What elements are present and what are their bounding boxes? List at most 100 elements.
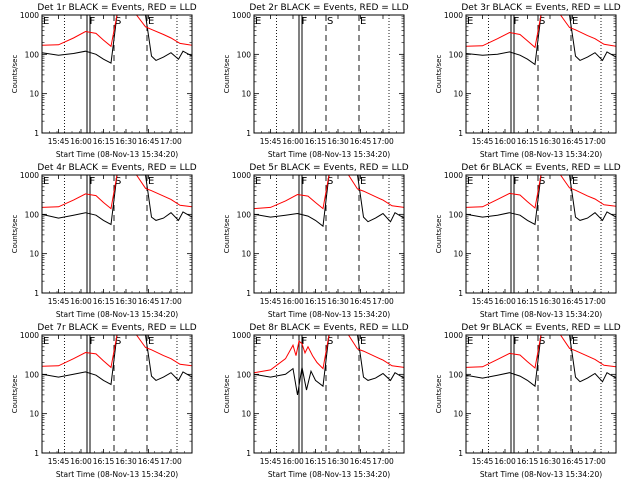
x-tick-label: 17:00 xyxy=(160,457,182,466)
x-tick-label: 16:15 xyxy=(305,297,327,306)
x-tick-label: 15:45 xyxy=(472,457,494,466)
plot-frame xyxy=(465,14,617,134)
detector-panel-2: Det 2r BLACK = Events, RED = LLD Counts/s… xyxy=(223,3,409,159)
series-group xyxy=(254,335,404,395)
x-axis-label: Start Time (08-Nov-13 15:34:20) xyxy=(268,470,390,479)
detector-panel-6: Det 6r BLACK = Events, RED = LLD Counts/s… xyxy=(435,163,621,319)
y-tick-label: 1000 xyxy=(444,331,463,340)
panel-title: Det 2r BLACK = Events, RED = LLD xyxy=(249,3,408,13)
y-tick-label: 1 xyxy=(458,129,463,138)
marker-label: E xyxy=(572,16,578,27)
y-tick-label: 10 xyxy=(453,250,463,259)
x-tick-label: 16:00 xyxy=(494,297,516,306)
detector-panel-3: Det 3r BLACK = Events, RED = LLD Counts/s… xyxy=(435,3,621,159)
y-axis-label: Counts/sec xyxy=(223,215,231,254)
x-tick-label: 16:15 xyxy=(93,457,115,466)
y-axis-label: Counts/sec xyxy=(11,215,19,254)
y-tick-label: 1 xyxy=(34,289,39,298)
marker-label: S xyxy=(327,176,333,187)
x-axis-label: Start Time (08-Nov-13 15:34:20) xyxy=(56,150,178,159)
marker-label: F xyxy=(514,336,520,347)
x-tick-label: 16:00 xyxy=(70,457,92,466)
events-line xyxy=(42,175,192,226)
x-tick-label: 16:15 xyxy=(517,297,539,306)
y-tick-label: 1000 xyxy=(232,331,251,340)
series-group xyxy=(466,335,616,388)
events-line xyxy=(254,175,404,228)
marker-label: F xyxy=(90,16,96,27)
marker-label: E xyxy=(572,336,578,347)
marker-label: E xyxy=(255,16,261,27)
y-tick-label: 1000 xyxy=(444,171,463,180)
y-tick-label: 10 xyxy=(29,250,39,259)
x-tick-label: 16:45 xyxy=(562,457,584,466)
x-tick-label: 15:45 xyxy=(260,297,282,306)
x-tick-label: 16:30 xyxy=(539,457,561,466)
panel-title: Det 4r BLACK = Events, RED = LLD xyxy=(37,163,196,173)
lld-line xyxy=(42,15,192,48)
y-tick-label: 100 xyxy=(237,50,252,59)
lld-line xyxy=(466,175,616,209)
marker-label: S xyxy=(539,336,545,347)
y-tick-label: 1 xyxy=(246,449,251,458)
x-tick-label: 16:30 xyxy=(115,297,137,306)
x-tick-label: 15:45 xyxy=(48,297,70,306)
events-line xyxy=(42,15,192,64)
y-axis-label: Counts/sec xyxy=(223,55,231,94)
plot-frame xyxy=(253,14,405,134)
events-line xyxy=(466,175,616,226)
x-tick-label: 16:00 xyxy=(282,297,304,306)
marker-label: E xyxy=(360,176,366,187)
x-axis-label: Start Time (08-Nov-13 15:34:20) xyxy=(268,310,390,319)
x-tick-label: 16:00 xyxy=(70,137,92,146)
detector-panel-1: Det 1r BLACK = Events, RED = LLD Counts/s… xyxy=(11,3,197,159)
marker-label: E xyxy=(43,176,49,187)
x-tick-label: 16:30 xyxy=(115,457,137,466)
lld-line xyxy=(466,335,616,369)
y-tick-label: 100 xyxy=(237,370,252,379)
x-axis-label: Start Time (08-Nov-13 15:34:20) xyxy=(480,310,602,319)
marker-label: E xyxy=(148,176,154,187)
x-tick-label: 15:45 xyxy=(260,137,282,146)
x-tick-label: 16:45 xyxy=(138,297,160,306)
detector-panel-5: Det 5r BLACK = Events, RED = LLD Counts/s… xyxy=(223,163,409,319)
x-tick-label: 16:30 xyxy=(327,297,349,306)
plot-frame xyxy=(41,174,193,294)
marker-label: E xyxy=(467,16,473,27)
marker-label: E xyxy=(467,176,473,187)
marker-label: F xyxy=(514,176,520,187)
x-tick-label: 16:00 xyxy=(282,457,304,466)
marker-label: S xyxy=(539,176,545,187)
x-tick-label: 16:30 xyxy=(115,137,137,146)
marker-label: E xyxy=(43,336,49,347)
lld-line xyxy=(42,335,192,369)
marker-label: S xyxy=(539,16,545,27)
panel-title: Det 9r BLACK = Events, RED = LLD xyxy=(461,323,620,333)
y-tick-label: 100 xyxy=(449,370,464,379)
series-group xyxy=(42,15,192,64)
plot-frame xyxy=(253,174,405,294)
panel-title: Det 1r BLACK = Events, RED = LLD xyxy=(37,3,196,13)
marker-label: F xyxy=(514,16,520,27)
marker-label: F xyxy=(90,336,96,347)
lld-line xyxy=(42,175,192,210)
detector-panel-9: Det 9r BLACK = Events, RED = LLD Counts/s… xyxy=(435,323,621,479)
marker-label: F xyxy=(302,16,308,27)
panel-title: Det 5r BLACK = Events, RED = LLD xyxy=(249,163,408,173)
plot-frame xyxy=(41,14,193,134)
x-axis-label: Start Time (08-Nov-13 15:34:20) xyxy=(56,310,178,319)
x-tick-label: 17:00 xyxy=(372,457,394,466)
x-tick-label: 16:00 xyxy=(70,297,92,306)
y-tick-label: 1 xyxy=(458,449,463,458)
series-group xyxy=(42,175,192,226)
marker-label: F xyxy=(302,336,308,347)
x-tick-label: 16:45 xyxy=(350,297,372,306)
x-tick-label: 17:00 xyxy=(584,297,606,306)
y-tick-label: 10 xyxy=(241,410,251,419)
y-tick-label: 10 xyxy=(453,90,463,99)
x-tick-label: 16:30 xyxy=(327,137,349,146)
x-tick-label: 16:15 xyxy=(305,137,327,146)
y-tick-label: 1000 xyxy=(20,331,39,340)
x-tick-label: 17:00 xyxy=(160,137,182,146)
x-tick-label: 16:15 xyxy=(517,457,539,466)
